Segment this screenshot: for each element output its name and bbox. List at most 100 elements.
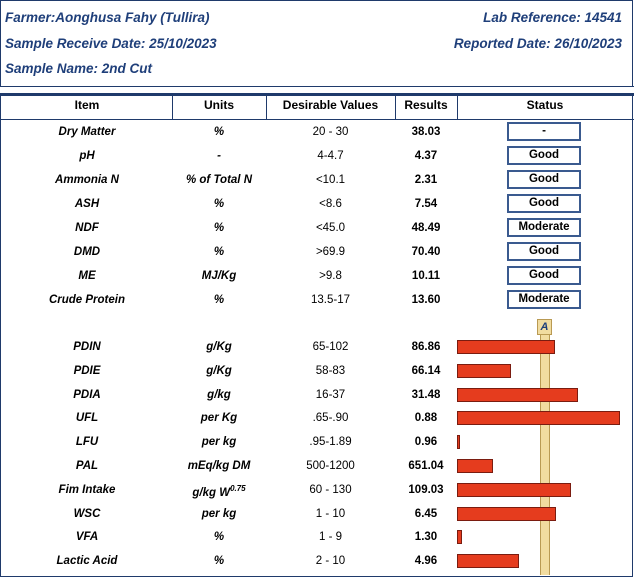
units-base: g/kg W: [192, 486, 231, 499]
row-item: Fim Intake: [58, 483, 116, 496]
report-header: Farmer:Aonghusa Fahy (Tullira) Lab Refer…: [0, 0, 633, 86]
row-item: PDIA: [73, 388, 101, 401]
row-item: VFA: [75, 531, 99, 544]
row-units: %: [213, 198, 225, 210]
row-desirable: 4-4.7: [317, 150, 344, 162]
row-desirable: 500-1200: [306, 460, 355, 472]
sample-receive-date: Sample Receive Date: 25/10/2023: [5, 36, 217, 51]
status-badge: Good: [507, 194, 581, 213]
column-header-results: Results: [404, 98, 448, 112]
row-item: Dry Matter: [58, 126, 116, 138]
row-units: g/kg W0.75: [172, 484, 266, 499]
row-desirable: 1 - 9: [318, 531, 342, 544]
result-bar: [457, 340, 555, 354]
column-separator: [266, 96, 267, 120]
row-result: 7.54: [414, 198, 438, 210]
column-header-units: Units: [204, 98, 234, 112]
row-item: PDIE: [73, 364, 101, 377]
row-result: 4.96: [414, 555, 438, 568]
row-item: pH: [79, 150, 95, 162]
row-result: 6.45: [414, 507, 438, 520]
row-item: PDIN: [73, 341, 101, 353]
row-result: 2.31: [414, 174, 438, 186]
result-bar: [457, 363, 511, 378]
units-exponent: 0.75: [230, 483, 246, 493]
column-separator: [395, 96, 396, 120]
row-desirable: <8.6: [319, 198, 342, 210]
row-units: %: [213, 555, 225, 568]
row-item: Lactic Acid: [56, 555, 118, 568]
row-item: DMD: [73, 246, 101, 258]
row-units: % of Total N: [185, 174, 252, 186]
row-item: ASH: [74, 198, 100, 210]
status-badge: Moderate: [507, 218, 581, 237]
row-result: 86.86: [411, 341, 441, 353]
result-bar: [457, 459, 493, 473]
row-units: mEq/kg DM: [187, 460, 251, 472]
row-units: g/kg: [207, 388, 231, 401]
column-header-desirable: Desirable Values: [282, 98, 379, 112]
row-desirable: <10.1: [315, 174, 346, 186]
row-result: 31.48: [411, 388, 441, 401]
row-result: 13.60: [411, 294, 441, 306]
row-result: 651.04: [408, 460, 444, 472]
result-bar: [457, 482, 571, 497]
status-badge: Moderate: [507, 290, 581, 309]
row-units: per Kg: [200, 412, 238, 425]
row-desirable: 13.5-17: [310, 294, 350, 306]
row-units: -: [217, 150, 221, 162]
status-badge: Good: [507, 242, 581, 261]
row-item: UFL: [75, 412, 99, 425]
column-separator: [457, 96, 458, 120]
row-result: 38.03: [411, 126, 441, 138]
status-badge: -: [507, 122, 581, 141]
row-result: 48.49: [411, 222, 441, 234]
row-result: 10.11: [411, 270, 441, 282]
status-badge: Good: [507, 170, 581, 189]
column-header-divider: [0, 119, 634, 120]
column-header-item: Item: [74, 98, 100, 112]
row-desirable: 2 - 10: [315, 555, 346, 568]
row-item: WSC: [73, 507, 101, 520]
row-result: 4.37: [414, 150, 438, 162]
row-desirable: .95-1.89: [309, 436, 352, 449]
row-units: %: [213, 531, 225, 544]
row-result: 1.30: [414, 531, 438, 544]
header-divider-thick: [0, 93, 634, 96]
row-item: LFU: [75, 436, 99, 449]
row-desirable: 20 - 30: [312, 126, 349, 138]
row-units: per kg: [201, 436, 237, 449]
row-item: Ammonia N: [55, 174, 119, 186]
row-units: g/Kg: [206, 364, 232, 377]
farmer-label: Farmer:Aonghusa Fahy (Tullira): [5, 10, 210, 25]
row-result: 0.96: [414, 436, 438, 449]
reported-date: Reported Date: 26/10/2023: [453, 36, 622, 51]
row-desirable: 58-83: [315, 364, 346, 377]
row-desirable: >9.8: [319, 270, 342, 282]
header-divider-thin: [0, 86, 634, 87]
row-result: 66.14: [411, 364, 441, 377]
results-table: [0, 94, 633, 577]
result-bar: [457, 387, 578, 402]
sample-name: Sample Name: 2nd Cut: [5, 61, 153, 76]
row-units: %: [213, 222, 225, 234]
reference-axis-label: A: [537, 319, 552, 335]
row-desirable: 60 - 130: [309, 483, 352, 496]
row-item: NDF: [75, 222, 99, 234]
row-units: MJ/Kg: [201, 270, 237, 282]
row-desirable: 65-102: [312, 341, 349, 353]
row-units: %: [213, 126, 225, 138]
reference-axis: [540, 319, 550, 575]
result-bar: [457, 506, 556, 521]
result-bar: [457, 411, 620, 426]
status-badge: Good: [507, 266, 581, 285]
row-units: %: [213, 246, 225, 258]
row-result: 0.88: [414, 412, 438, 425]
row-result: 109.03: [408, 483, 444, 496]
row-desirable: >69.9: [315, 246, 346, 258]
row-desirable: <45.0: [315, 222, 346, 234]
row-units: g/Kg: [206, 341, 232, 353]
row-desirable: 1 - 10: [315, 507, 346, 520]
result-bar: [457, 435, 460, 450]
row-units: %: [213, 294, 225, 306]
